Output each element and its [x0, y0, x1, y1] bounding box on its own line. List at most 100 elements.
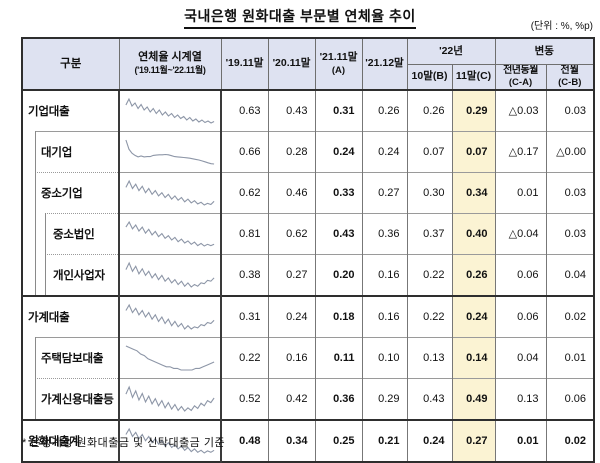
- value-cell: 0.04: [494, 336, 547, 379]
- value-cell: 0.62: [220, 171, 269, 214]
- value-cell: △0.04: [494, 212, 547, 255]
- value-cell: 0.29: [451, 89, 496, 132]
- value-cell: 0.40: [451, 212, 496, 255]
- table-row: 개인사업자 0.38 0.27 0.20 0.16 0.22 0.26 0.06 0.04: [21, 253, 595, 296]
- header-col-2111-label: '21.11말: [319, 51, 358, 64]
- header-col-2111-code: (A): [331, 64, 346, 76]
- table-row: 중소법인 0.81 0.62 0.43 0.36 0.37 0.40 △0.04 0.03: [21, 212, 595, 255]
- value-cell: 0.22: [406, 294, 453, 338]
- value-cell: 0.38: [220, 253, 269, 296]
- value-cell: 0.13: [406, 336, 453, 379]
- value-cell: 0.22: [406, 253, 453, 296]
- sparkline-cell: [118, 294, 222, 338]
- sparkline-chart: [122, 258, 218, 292]
- row-label-cell: 개인사업자: [21, 254, 120, 296]
- value-cell: 0.13: [494, 377, 547, 420]
- header-timeseries-range: ('19.11월~'22.11월): [134, 65, 206, 76]
- value-cell: 0.03: [545, 212, 595, 255]
- value-cell: 0.01: [545, 336, 595, 379]
- value-cell: 0.01: [494, 418, 547, 462]
- value-cell: 0.16: [267, 336, 316, 379]
- value-cell: 0.02: [545, 294, 595, 338]
- header-col-yoy: 전년동월 (C-A): [494, 63, 547, 91]
- indent-line: [45, 213, 46, 255]
- header-col-2011: '20.11말: [267, 37, 316, 91]
- value-cell: 0.81: [220, 212, 269, 255]
- header-col-2112: '21.12말: [361, 37, 408, 91]
- value-cell: 0.43: [314, 212, 363, 255]
- value-cell: 0.16: [361, 253, 408, 296]
- value-cell: 0.18: [314, 294, 363, 338]
- sparkline-cell: [118, 212, 222, 255]
- indent-line: [35, 337, 36, 379]
- value-cell: 0.24: [314, 130, 363, 173]
- value-cell: 0.31: [314, 89, 363, 132]
- indent-line: [35, 254, 36, 296]
- sparkline-chart: [122, 176, 218, 210]
- table-row: 기업대출 0.63 0.43 0.31 0.26 0.26 0.29 △0.03 0.03: [21, 89, 595, 132]
- value-cell: 0.11: [314, 336, 363, 379]
- header-col-mom-label: 전월: [560, 64, 579, 76]
- header-group-2022: '22년: [406, 37, 496, 65]
- row-label: 중소법인: [53, 228, 95, 241]
- header-group-change: 변동: [494, 37, 595, 65]
- header-col-mom: 전월 (C-B): [545, 63, 595, 91]
- page-title-text: 국내은행 원화대출 부문별 연체율 추이: [184, 6, 416, 29]
- row-label-cell: 가계대출: [21, 294, 120, 338]
- value-cell: 0.43: [267, 89, 316, 132]
- value-cell: 0.46: [267, 171, 316, 214]
- value-cell: 0.27: [451, 418, 496, 462]
- footnote: * 은행계정 원화대출금 및 신탁대출금 기준: [22, 437, 226, 449]
- page-title: 국내은행 원화대출 부문별 연체율 추이: [0, 6, 600, 29]
- header-category: 구분: [21, 37, 120, 91]
- value-cell: 0.43: [406, 377, 453, 420]
- value-cell: 0.52: [220, 377, 269, 420]
- value-cell: 0.06: [545, 377, 595, 420]
- value-cell: 0.34: [267, 418, 316, 462]
- row-label-cell: 중소기업: [21, 172, 120, 214]
- value-cell: 0.34: [451, 171, 496, 214]
- table-row: 가계대출 0.31 0.24 0.18 0.16 0.22 0.24 0.06 0.02: [21, 294, 595, 338]
- value-cell: 0.30: [406, 171, 453, 214]
- row-label: 주택담보대출: [41, 352, 104, 365]
- value-cell: 0.31: [220, 294, 269, 338]
- value-cell: 0.33: [314, 171, 363, 214]
- indent-line: [45, 254, 46, 296]
- delinquency-table: 구분 연체율 시계열 ('19.11월~'22.11월) '19.11말 '20…: [21, 37, 596, 463]
- value-cell: 0.03: [545, 171, 595, 214]
- value-cell: △0.03: [494, 89, 547, 132]
- indent-line: [35, 172, 36, 214]
- value-cell: 0.20: [314, 253, 363, 296]
- value-cell: 0.24: [361, 130, 408, 173]
- value-cell: 0.49: [451, 377, 496, 420]
- value-cell: 0.37: [406, 212, 453, 255]
- row-label: 기업대출: [28, 106, 70, 119]
- indent-line: [35, 378, 36, 420]
- sparkline-chart: [122, 300, 218, 334]
- value-cell: 0.24: [406, 418, 453, 462]
- sparkline-chart: [122, 94, 218, 128]
- table-row: 대기업 0.66 0.28 0.24 0.24 0.07 0.07 △0.17 △0.00: [21, 130, 595, 173]
- row-label-cell: 중소법인: [21, 213, 120, 255]
- value-cell: 0.16: [361, 294, 408, 338]
- value-cell: 0.14: [451, 336, 496, 379]
- header-col-2111: '21.11말 (A): [314, 37, 363, 91]
- header-col-oct: 10말(B): [406, 63, 453, 91]
- value-cell: 0.24: [451, 294, 496, 338]
- value-cell: 0.28: [267, 130, 316, 173]
- value-cell: 0.29: [361, 377, 408, 420]
- value-cell: 0.07: [451, 130, 496, 173]
- header-col-mom-code: (C-B): [558, 77, 582, 88]
- row-label: 대기업: [41, 146, 73, 159]
- sparkline-cell: [118, 377, 222, 420]
- value-cell: 0.06: [494, 294, 547, 338]
- value-cell: 0.48: [220, 418, 269, 462]
- value-cell: 0.24: [267, 294, 316, 338]
- sparkline-cell: [118, 336, 222, 379]
- row-label: 원화대출계: [28, 435, 80, 448]
- value-cell: 0.07: [406, 130, 453, 173]
- sparkline-cell: [118, 130, 222, 173]
- row-label-cell: 대기업: [21, 131, 120, 173]
- sparkline-cell: [118, 89, 222, 132]
- value-cell: 0.06: [494, 253, 547, 296]
